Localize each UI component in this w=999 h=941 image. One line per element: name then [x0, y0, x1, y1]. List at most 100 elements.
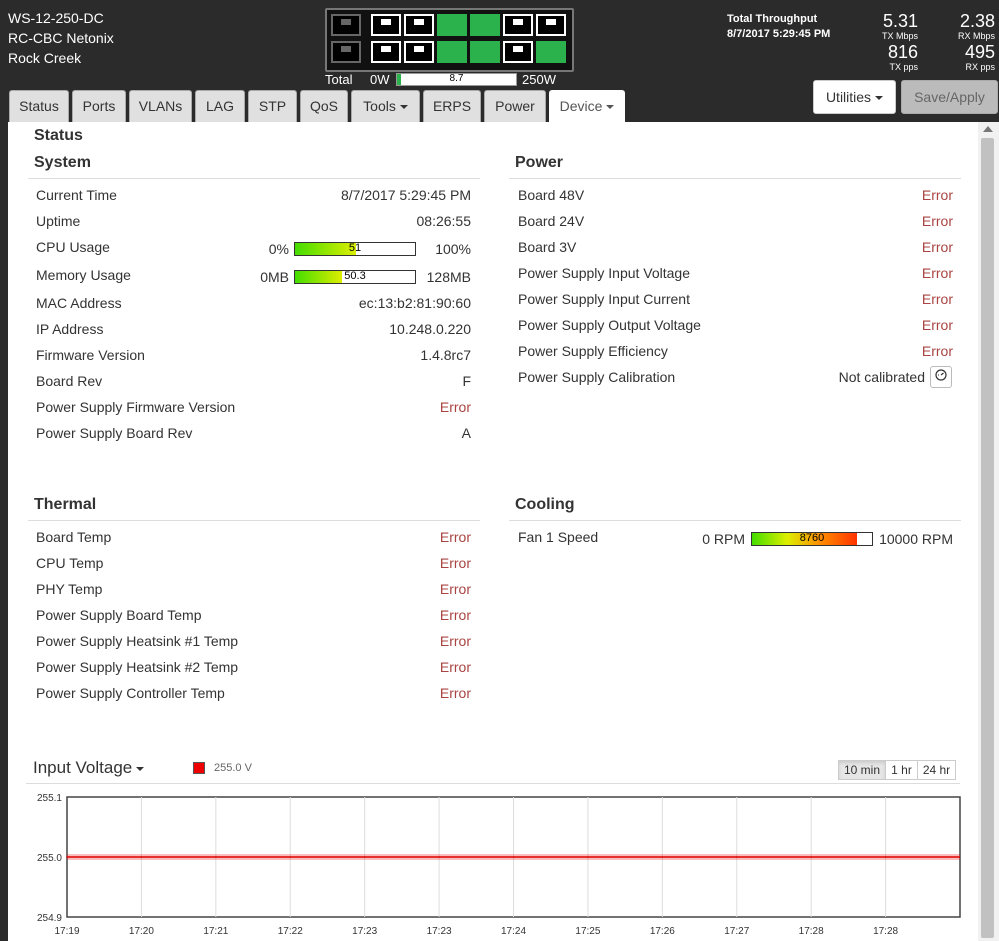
thermal-item-value: Error [439, 659, 471, 675]
power-item-row: Power Supply Input Voltage Error [518, 265, 953, 285]
scrollbar-thumb[interactable] [981, 138, 994, 938]
fan-speed-meter: 8760 [751, 532, 873, 546]
tab-tools[interactable]: Tools [351, 90, 420, 122]
chart-title-dropdown[interactable]: Input Voltage [33, 758, 145, 778]
memory-usage-row: Memory Usage 0MB 128MB [36, 267, 471, 287]
power-item-value: Error [921, 213, 953, 229]
port-bottom-2[interactable] [371, 41, 401, 63]
thermal-item-row: Power Supply Board Temp Error [36, 607, 471, 627]
x-tick-label: 17:22 [278, 926, 303, 937]
tab-lag[interactable]: LAG [195, 90, 245, 122]
port-top-3[interactable] [404, 14, 434, 36]
thermal-item-value: Error [439, 529, 471, 545]
rx-mbps-value: 2.38 [959, 11, 995, 31]
power-item-row: Board 48V Error [518, 187, 953, 207]
uptime-value: 08:26:55 [416, 213, 472, 229]
power-item-label: Board 24V [518, 213, 585, 229]
x-tick-label: 17:25 [575, 926, 600, 937]
page-title: Status [34, 127, 83, 144]
fan-speed-fill [752, 533, 858, 545]
ip-value: 10.248.0.220 [389, 321, 471, 337]
data-point [289, 856, 292, 858]
cpu-max-label: 100% [435, 241, 471, 257]
power-section-title: Power [509, 154, 961, 179]
thermal-item-value: Error [439, 555, 471, 571]
scroll-up-arrow-icon[interactable] [983, 126, 993, 132]
data-point [140, 856, 143, 858]
port-top-6[interactable] [503, 14, 533, 36]
device-model: WS-12-250-DC [8, 10, 104, 26]
utilities-button[interactable]: Utilities [813, 80, 896, 114]
data-point [363, 856, 366, 858]
tab-qos[interactable]: QoS [300, 90, 348, 122]
port-top-1[interactable] [331, 14, 361, 36]
port-top-5[interactable] [470, 14, 500, 36]
port-notch [447, 46, 457, 52]
power-item-label: Power Supply Input Voltage [518, 265, 691, 281]
port-top-7[interactable] [536, 14, 566, 36]
y-tick-label: 255.0 [37, 853, 62, 864]
thermal-item-label: Board Temp [36, 529, 112, 545]
scrollbar[interactable] [978, 122, 999, 941]
x-tick-label: 17:28 [799, 926, 824, 937]
range-10-min-button[interactable]: 10 min [838, 760, 886, 780]
thermal-item-row: Board Temp Error [36, 529, 471, 549]
port-top-2[interactable] [371, 14, 401, 36]
tab-power[interactable]: Power [484, 90, 546, 122]
port-top-4[interactable] [437, 14, 467, 36]
mac-row: MAC Address ec:13:b2:81:90:60 [36, 295, 471, 315]
power-item-value: Error [921, 291, 953, 307]
save-apply-button[interactable]: Save/Apply [901, 80, 998, 114]
thermal-item-row: Power Supply Heatsink #1 Temp Error [36, 633, 471, 653]
tab-stp[interactable]: STP [248, 90, 297, 122]
tab-status[interactable]: Status [9, 90, 69, 122]
port-notch [381, 46, 391, 52]
range-24-hr-button[interactable]: 24 hr [917, 760, 956, 780]
x-tick-label: 17:28 [873, 926, 898, 937]
port-bottom-4[interactable] [437, 41, 467, 63]
power-item-label: Power Supply Calibration [518, 369, 676, 385]
tx-pps-value: 816 [887, 42, 918, 62]
port-notch [447, 19, 457, 25]
power-item-label: Power Supply Efficiency [518, 343, 668, 359]
tab-erps[interactable]: ERPS [423, 90, 481, 122]
memory-usage-value: 50.3 [344, 270, 366, 282]
thermal-item-value: Error [439, 685, 471, 701]
calibrate-button[interactable] [930, 366, 952, 388]
port-notch [381, 19, 391, 25]
memory-min-label: 0MB [260, 269, 289, 285]
tab-device-label: Device [559, 98, 603, 114]
board-rev-label: Board Rev [36, 373, 103, 389]
current-time-value: 8/7/2017 5:29:45 PM [341, 187, 471, 203]
data-point [66, 856, 68, 858]
rx-mbps-label: RX Mbps [957, 31, 995, 41]
port-bottom-1[interactable] [331, 41, 361, 63]
device-name: RC-CBC Netonix [8, 30, 114, 46]
ps-board-rev-row: Power Supply Board Rev A [36, 425, 471, 445]
power-item-value: Error [921, 265, 953, 281]
port-bottom-5[interactable] [470, 41, 500, 63]
tab-vlans[interactable]: VLANs [129, 90, 192, 122]
thermal-item-row: CPU Temp Error [36, 555, 471, 575]
cooling-section-title: Cooling [509, 496, 961, 521]
cpu-usage-value: 51 [348, 242, 362, 254]
port-bottom-6[interactable] [503, 41, 533, 63]
range-1-hr-button[interactable]: 1 hr [885, 760, 918, 780]
thermal-item-label: Power Supply Heatsink #1 Temp [36, 633, 239, 649]
thermal-item-value: Error [439, 581, 471, 597]
power-item-label: Board 48V [518, 187, 585, 203]
x-tick-label: 17:19 [54, 926, 79, 937]
port-bottom-7[interactable] [536, 41, 566, 63]
tab-device[interactable]: Device [549, 90, 625, 122]
cpu-usage-label: CPU Usage [36, 239, 110, 255]
port-bottom-3[interactable] [404, 41, 434, 63]
data-point [587, 856, 589, 858]
data-point [735, 856, 738, 858]
firmware-row: Firmware Version 1.4.8rc7 [36, 347, 471, 367]
x-tick-label: 17:20 [129, 926, 154, 937]
thermal-item-row: PHY Temp Error [36, 581, 471, 601]
tx-mbps-label: TX Mbps [881, 31, 918, 41]
power-meter-label: Total [325, 72, 353, 87]
tab-ports[interactable]: Ports [72, 90, 126, 122]
